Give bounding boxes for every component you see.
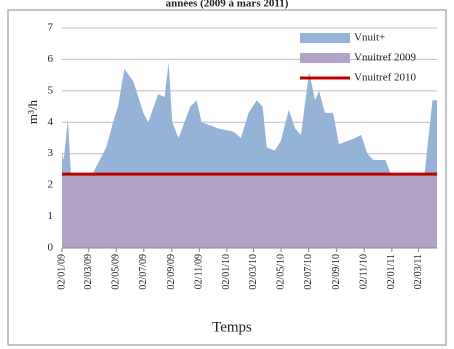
legend-swatch [300, 53, 350, 63]
legend-swatch [300, 33, 350, 43]
x-tick-label: 02/09/10 [331, 254, 342, 290]
x-tick-label: 02/01/10 [221, 254, 232, 290]
y-tick-label: 5 [48, 84, 54, 96]
y-axis-label: m³/h [25, 99, 40, 124]
y-tick-label: 2 [48, 179, 54, 191]
x-tick-label: 02/09/09 [166, 254, 177, 290]
x-tick-label: 02/05/10 [275, 254, 286, 290]
x-tick-label: 02/01/11 [386, 254, 397, 289]
x-tick-label: 02/03/09 [83, 254, 94, 290]
x-tick-label: 02/03/10 [248, 254, 259, 290]
x-axis-label: Temps [212, 319, 252, 335]
area [62, 175, 437, 248]
y-tick-label: 0 [48, 242, 54, 254]
chart-title: années (2009 à mars 2011) [166, 0, 289, 10]
legend-label: Vnuit+ [354, 32, 385, 44]
y-tick-label: 7 [48, 22, 54, 34]
x-tick-label: 02/07/10 [303, 254, 314, 290]
x-tick-label: 02/07/09 [138, 254, 149, 290]
y-tick-label: 3 [48, 147, 54, 159]
x-tick-label: 02/05/09 [111, 254, 122, 290]
legend-label: Vnuitref 2010 [354, 72, 417, 84]
x-tick-label: 02/11/10 [359, 254, 370, 289]
y-tick-label: 4 [48, 116, 54, 128]
x-tick-label: 02/03/11 [413, 254, 424, 289]
y-tick-label: 6 [48, 53, 54, 65]
legend-label: Vnuitref 2009 [354, 52, 417, 64]
x-tick-label: 02/01/09 [56, 254, 67, 290]
y-tick-label: 1 [48, 210, 54, 222]
x-tick-label: 02/11/09 [194, 254, 205, 289]
